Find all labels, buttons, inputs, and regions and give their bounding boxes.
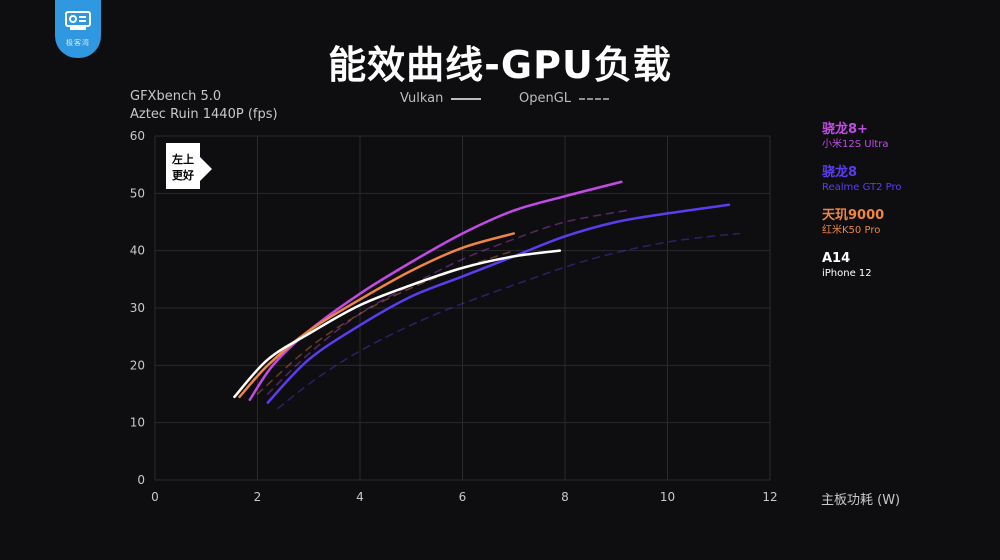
x-tick-label: 10 xyxy=(660,490,675,504)
x-tick-label: 8 xyxy=(561,490,569,504)
page-title: 能效曲线-GPU负载 xyxy=(328,43,672,87)
y-tick-label: 20 xyxy=(130,358,145,372)
benchmark-name: GFXbench 5.0 xyxy=(130,89,222,104)
series-line-vulkan xyxy=(238,232,515,399)
legend-device: 小米12S Ultra xyxy=(822,139,889,150)
legend-vulkan-label: Vulkan xyxy=(400,91,444,106)
y-tick-label: 50 xyxy=(130,186,145,200)
series-line-vulkan xyxy=(233,249,562,399)
legend-solid-swatch xyxy=(451,97,482,100)
y-tick-label: 40 xyxy=(130,244,145,258)
legend-opengl-label: OpenGL xyxy=(519,91,572,106)
x-axis-ticks: 0 2 4 6 8 10 12 xyxy=(151,490,777,504)
legend-item-d9000: 天玑9000 红米K50 Pro xyxy=(822,208,902,237)
better-badge-line1: 左上 xyxy=(171,152,194,166)
x-axis-label: 主板功耗 (W) xyxy=(821,493,901,508)
legend-device: iPhone 12 xyxy=(822,268,872,279)
better-badge-line2: 更好 xyxy=(172,168,194,182)
legend-item-a14: A14 iPhone 12 xyxy=(822,251,902,280)
series-line-opengl xyxy=(277,232,740,410)
series-line-vulkan xyxy=(266,203,731,404)
x-tick-label: 0 xyxy=(151,490,159,504)
legend-vulkan: Vulkan xyxy=(400,91,482,106)
x-tick-label: 6 xyxy=(459,490,467,504)
series-lines xyxy=(233,180,740,410)
benchmark-test: Aztec Ruin 1440P (fps) xyxy=(130,107,278,122)
y-tick-label: 10 xyxy=(130,416,145,430)
legend-device: 红米K50 Pro xyxy=(822,225,881,236)
legend-chip: 骁龙8 xyxy=(822,165,858,180)
gpu-card-icon xyxy=(65,11,91,30)
y-tick-label: 30 xyxy=(130,301,145,315)
chart-grid xyxy=(154,135,771,481)
better-badge: 左上 更好 xyxy=(166,143,212,189)
legend-dashed-swatch xyxy=(579,97,610,100)
y-tick-label: 60 xyxy=(130,129,145,143)
device-legend: 骁龙8+ 小米12S Ultra 骁龙8 Realme GT2 Pro 天玑90… xyxy=(822,122,902,294)
legend-item-sd8: 骁龙8 Realme GT2 Pro xyxy=(822,165,902,194)
series-line-vulkan xyxy=(248,180,623,401)
legend-chip: 天玑9000 xyxy=(822,208,885,223)
brand-logo: 极客湾 xyxy=(55,0,101,58)
x-tick-label: 2 xyxy=(254,490,262,504)
legend-opengl: OpenGL xyxy=(519,91,610,106)
series-line-opengl xyxy=(267,209,628,395)
y-axis-ticks: 0 10 20 30 40 50 60 xyxy=(130,129,145,487)
y-tick-label: 0 xyxy=(137,473,145,487)
better-badge-shape xyxy=(166,143,212,189)
legend-device: Realme GT2 Pro xyxy=(822,182,902,193)
legend-chip: A14 xyxy=(822,251,851,266)
x-tick-label: 4 xyxy=(356,490,364,504)
legend-chip: 骁龙8+ xyxy=(822,122,868,137)
logo-text: 极客湾 xyxy=(66,39,90,47)
benchmark-label: GFXbench 5.0 Aztec Ruin 1440P (fps) xyxy=(130,88,278,124)
x-tick-label: 12 xyxy=(762,490,777,504)
legend-item-sd8plus: 骁龙8+ 小米12S Ultra xyxy=(822,122,902,151)
